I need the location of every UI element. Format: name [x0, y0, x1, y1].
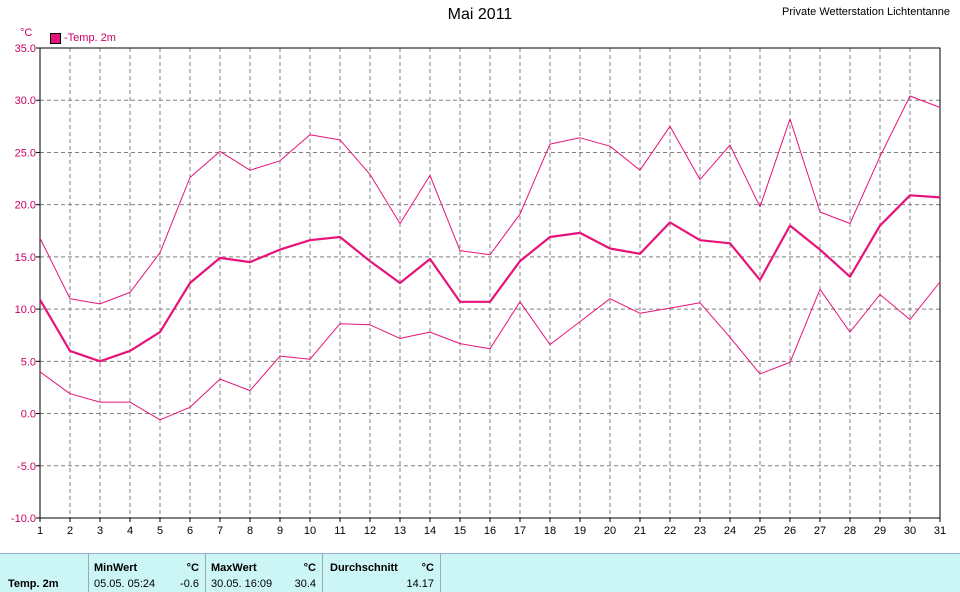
x-tick-label: 28: [844, 525, 856, 537]
station-name: Private Wetterstation Lichtentanne: [782, 6, 950, 18]
legend-label: -Temp. 2m: [64, 32, 116, 44]
x-tick-label: 26: [784, 525, 796, 537]
x-tick-label: 18: [544, 525, 556, 537]
legend-swatch: [50, 32, 61, 44]
series-line-avg: [39, 194, 941, 363]
grid: [40, 48, 940, 518]
avg-cell: Durchschnitt °C 14.17: [323, 554, 441, 592]
x-tick-label: 12: [364, 525, 376, 537]
min-unit: °C: [186, 562, 199, 574]
y-axis-unit: °C: [20, 27, 33, 39]
y-tick-label: 35.0: [15, 43, 36, 55]
temperature-chart: 35.030.025.020.015.010.05.00.0-5.0-10.0 …: [11, 43, 946, 537]
x-tick-label: 10: [304, 525, 316, 537]
min-label: MinWert: [94, 562, 138, 574]
x-tick-label: 23: [694, 525, 706, 537]
x-tick-label: 1: [37, 525, 43, 537]
chart-title: Mai 2011: [447, 6, 513, 23]
max-value: 30.4: [294, 578, 316, 590]
x-tick-label: 15: [454, 525, 466, 537]
avg-value: 14.17: [406, 578, 434, 590]
y-axis: 35.0 30.0 25.0 20.0 15.0 10.0 5.0 0.0 -5.0 -10.0: [11, 43, 40, 525]
series-line-min: [39, 281, 941, 421]
min-time: 05.05. 05:24: [94, 578, 156, 590]
min-value: -0.6: [180, 578, 199, 590]
avg-label: Durchschnitt: [330, 562, 398, 574]
x-tick-label: 17: [514, 525, 526, 537]
statistics-panel: Temp. 2m MinWert °C 05.05. 05:24 -0.6 Ma…: [0, 553, 960, 592]
x-tick-label: 6: [187, 525, 193, 537]
y-tick-label: 10.0: [15, 304, 36, 316]
x-tick-label: 27: [814, 525, 826, 537]
y-tick-label: 15.0: [15, 252, 36, 264]
series-line-max: [39, 95, 941, 305]
x-tick-label: 29: [874, 525, 886, 537]
x-tick-label: 9: [277, 525, 283, 537]
y-tick-label: 20.0: [15, 200, 36, 212]
x-tick-label: 7: [217, 525, 223, 537]
y-tick-label: 5.0: [21, 356, 36, 368]
x-tick-label: 3: [97, 525, 103, 537]
legend: -Temp. 2m: [50, 32, 116, 44]
x-tick-label: 24: [724, 525, 736, 537]
y-tick-label: 0.0: [21, 409, 36, 421]
series: [39, 95, 941, 421]
max-label: MaxWert: [211, 562, 257, 574]
y-tick-label: 30.0: [15, 95, 36, 107]
avg-unit: °C: [421, 562, 434, 574]
x-tick-label: 4: [127, 525, 133, 537]
x-tick-label: 30: [904, 525, 916, 537]
x-axis: 1 2 3 4 5 6 7 8 9 10 11 12 13 14 15 16 17 18 19 20 21 22 23 24 2…: [37, 518, 946, 537]
y-tick-label: -10.0: [11, 513, 36, 525]
x-tick-label: 21: [634, 525, 646, 537]
min-cell: MinWert °C 05.05. 05:24 -0.6: [89, 554, 206, 592]
x-tick-label: 14: [424, 525, 436, 537]
x-tick-label: 8: [247, 525, 253, 537]
x-tick-label: 25: [754, 525, 766, 537]
max-time: 30.05. 16:09: [211, 578, 273, 590]
y-tick-label: 25.0: [15, 147, 36, 159]
x-tick-label: 2: [67, 525, 73, 537]
stats-row-label: Temp. 2m: [8, 578, 59, 590]
x-tick-label: 20: [604, 525, 616, 537]
x-tick-label: 11: [334, 525, 345, 537]
max-cell: MaxWert °C 30.05. 16:09 30.4: [206, 554, 323, 592]
x-tick-label: 5: [157, 525, 163, 537]
stats-row-label-cell: Temp. 2m: [0, 554, 89, 592]
x-tick-label: 31: [934, 525, 946, 537]
x-tick-label: 16: [484, 525, 496, 537]
max-unit: °C: [303, 562, 316, 574]
x-tick-label: 22: [664, 525, 676, 537]
x-tick-label: 13: [394, 525, 406, 537]
y-tick-label: -5.0: [17, 461, 36, 473]
x-tick-label: 19: [574, 525, 586, 537]
